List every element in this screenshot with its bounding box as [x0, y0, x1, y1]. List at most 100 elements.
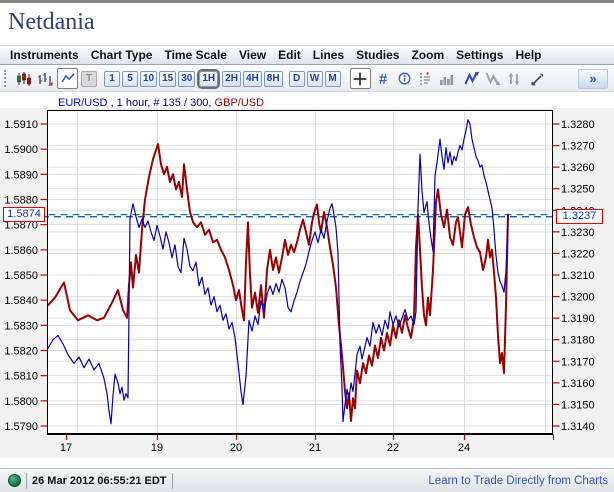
status-separator	[26, 472, 27, 489]
svg-text:17: 17	[60, 442, 72, 454]
menu-item-zoom[interactable]: Zoom	[411, 48, 445, 62]
svg-text:1.3270: 1.3270	[561, 141, 595, 153]
svg-text:19: 19	[151, 442, 163, 454]
info-icon	[398, 72, 411, 85]
crosshair-button-selected[interactable]	[349, 68, 371, 89]
timeframe-button-15[interactable]: 15	[159, 70, 177, 87]
timeframe-button-4h[interactable]: 4H	[242, 70, 262, 87]
crosshair-icon	[353, 72, 367, 85]
ohlc-bars-icon	[37, 72, 52, 86]
menubar: Instruments Chart Type Time Scale View Edit L…	[0, 45, 614, 65]
svg-text:20: 20	[230, 442, 242, 454]
svg-text:24: 24	[458, 442, 470, 454]
menu-item-settings[interactable]: Settings	[456, 48, 504, 62]
cursor-data-button[interactable]	[416, 69, 435, 88]
timeframe-button-m[interactable]: M	[324, 70, 341, 87]
svg-text:1.5860: 1.5860	[4, 245, 38, 257]
cursor-data-icon	[420, 71, 431, 85]
status-timestamp: 26 Mar 2012 06:55:21 EDT	[32, 474, 167, 487]
bar-chart-button[interactable]	[35, 69, 54, 88]
svg-text:1.5790: 1.5790	[4, 421, 38, 433]
svg-text:1.5890: 1.5890	[4, 169, 38, 181]
trend-arrows-button[interactable]	[463, 69, 482, 88]
connection-status-icon	[8, 474, 21, 487]
compare-arrows-button[interactable]	[505, 69, 524, 88]
menu-item-lines[interactable]: Lines	[312, 48, 345, 62]
menu-item-chart-type[interactable]: Chart Type	[90, 48, 153, 62]
svg-text:1.3180: 1.3180	[561, 335, 595, 347]
chart-legend: EUR/USD , 1 hour, # 135 / 300, GBP/USD	[58, 97, 264, 109]
menu-item-edit[interactable]: Edit	[278, 48, 301, 62]
timeframe-button-d[interactable]: D	[288, 70, 305, 87]
pin-button[interactable]	[529, 69, 548, 88]
svg-text:1.5870: 1.5870	[4, 220, 38, 232]
menu-item-help[interactable]: Help	[515, 48, 542, 62]
timeframe-button-30[interactable]: 30	[178, 70, 196, 87]
svg-text:22: 22	[387, 442, 399, 454]
hash-icon: #	[379, 71, 388, 87]
svg-text:1.5800: 1.5800	[4, 396, 38, 408]
svg-text:1.5830: 1.5830	[4, 320, 38, 332]
svg-text:#: #	[379, 71, 388, 87]
status-bar: 26 Mar 2012 06:55:21 EDT Learn to Trade …	[0, 468, 614, 492]
timeframe-button-1h[interactable]: 1H	[199, 70, 219, 87]
svg-text:1.3160: 1.3160	[561, 378, 595, 390]
svg-text:1.3230: 1.3230	[561, 227, 595, 239]
app-title: Netdania	[8, 9, 95, 35]
svg-text:1.3250: 1.3250	[561, 184, 595, 196]
menu-item-time-scale[interactable]: Time Scale	[164, 48, 227, 62]
svg-text:1.3170: 1.3170	[561, 356, 595, 368]
line-chart-button[interactable]	[58, 69, 77, 88]
svg-text:1.3210: 1.3210	[561, 270, 595, 282]
toolbar-grip[interactable]	[4, 70, 9, 87]
compare-arrows-gray-icon	[508, 72, 520, 85]
candlestick-chart-button[interactable]	[14, 69, 33, 88]
info-button[interactable]	[395, 69, 414, 88]
timeframe-buttons: 1 5 10 15 30 1H 2H 4H 8H D W M	[103, 70, 342, 87]
status-separator	[171, 472, 173, 489]
timeframe-button-w[interactable]: W	[306, 70, 323, 87]
svg-text:1.5910: 1.5910	[4, 119, 38, 131]
volume-bars-icon	[440, 74, 454, 85]
text-tool-button: T	[81, 70, 97, 87]
timeframe-button-5[interactable]: 5	[122, 70, 138, 87]
crosshair-button[interactable]	[351, 69, 370, 88]
timeframe-button-10[interactable]: 10	[140, 70, 158, 87]
toolbar: T 1 5 10 15 30 1H 2H 4H 8H D W M #	[0, 66, 614, 92]
legend-symbol-eurusd[interactable]: EUR/USD	[58, 97, 108, 109]
current-price-right: 1.3237	[556, 209, 603, 224]
svg-text:1.3140: 1.3140	[561, 421, 595, 433]
svg-text:1.3220: 1.3220	[561, 248, 595, 260]
svg-text:1.3260: 1.3260	[561, 162, 595, 174]
svg-text:1.5820: 1.5820	[4, 346, 38, 358]
price-chart[interactable]: 1.5910 1.5900 1.5890 1.5880 1.5870 1.5860 1.58…	[0, 0, 614, 462]
candlestick-icon	[16, 71, 31, 86]
legend-symbol-gbpusd[interactable]: GBP/USD	[214, 97, 265, 109]
line-chart-button-selected[interactable]	[57, 68, 78, 89]
grid-hash-button[interactable]: #	[374, 69, 393, 88]
menu-item-studies[interactable]: Studies	[356, 48, 400, 62]
menu-item-instruments[interactable]: Instruments	[10, 48, 79, 62]
svg-text:1.3280: 1.3280	[561, 119, 595, 131]
svg-text:1.5840: 1.5840	[4, 295, 38, 307]
line-chart-icon	[60, 72, 75, 82]
window-top-strip	[0, 0, 614, 3]
trend-arrows-gray-button[interactable]	[484, 69, 503, 88]
trend-arrows-blue-icon	[464, 71, 479, 84]
timeframe-button-1[interactable]: 1	[104, 70, 120, 87]
timeframe-button-8h[interactable]: 8H	[263, 70, 283, 87]
menu-item-view[interactable]: View	[238, 48, 267, 62]
svg-text:1.5880: 1.5880	[4, 195, 38, 207]
timeframe-button-2h[interactable]: 2H	[222, 70, 241, 87]
current-price-left: 1.5874	[3, 207, 45, 222]
legend-info: , 1 hour, # 135 / 300,	[107, 97, 215, 109]
svg-text:1.3200: 1.3200	[561, 292, 595, 304]
pin-icon	[531, 73, 544, 86]
trend-arrows-gray-icon	[485, 72, 500, 85]
learn-to-trade-link[interactable]: Learn to Trade Directly from Charts	[428, 474, 608, 487]
toolbar-more-button[interactable]: »	[578, 69, 608, 89]
svg-text:1.3150: 1.3150	[561, 399, 595, 411]
svg-text:1.5900: 1.5900	[4, 144, 38, 156]
svg-text:21: 21	[309, 442, 321, 454]
volume-button[interactable]	[437, 69, 456, 88]
